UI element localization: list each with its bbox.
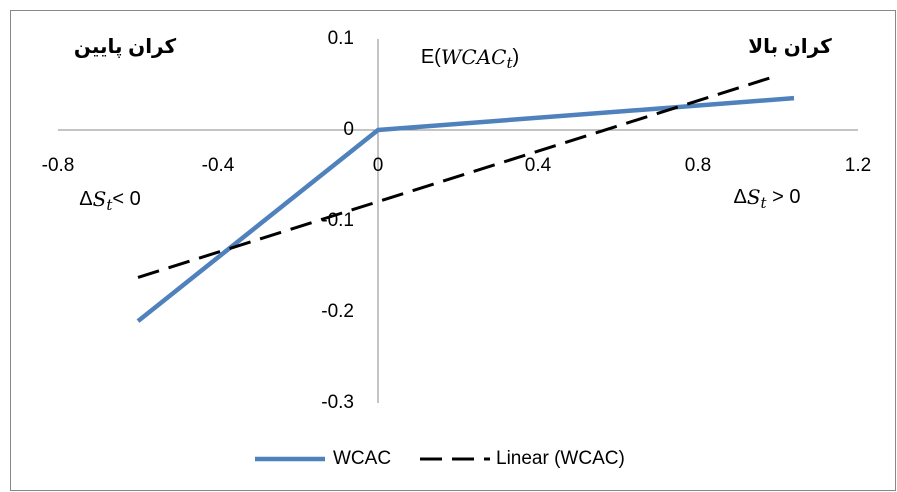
annotation-part: Δ bbox=[733, 186, 746, 208]
legend-label: Linear (WCAC) bbox=[496, 448, 625, 469]
x-tick-label: -0.4 bbox=[202, 155, 235, 176]
x-tick-label: 0 bbox=[373, 155, 384, 176]
y-tick-label: -0.1 bbox=[321, 210, 354, 231]
annotation: ΔSt > 0 bbox=[733, 185, 800, 213]
chart-frame bbox=[10, 10, 896, 491]
annotation: کران پایین bbox=[74, 36, 177, 59]
annotation-part: کران بالا bbox=[748, 36, 832, 58]
y-tick-label: -0.2 bbox=[321, 301, 354, 322]
series-line bbox=[136, 95, 795, 323]
annotation: E(WCACt) bbox=[421, 45, 519, 73]
annotation-part: t bbox=[761, 194, 768, 212]
y-tick-label: -0.3 bbox=[321, 392, 354, 413]
x-tick-label: 0.4 bbox=[525, 155, 552, 176]
annotation: کران بالا bbox=[748, 36, 832, 58]
y-tick-label: 0.1 bbox=[328, 28, 354, 49]
annotation-part: S bbox=[747, 185, 761, 209]
annotation-part: کران پایین bbox=[74, 36, 177, 59]
x-tick-label: 0.8 bbox=[685, 155, 711, 176]
annotation-part: t bbox=[106, 196, 113, 214]
annotation-part: E( bbox=[421, 46, 441, 68]
annotation-part: WCAC bbox=[441, 45, 507, 69]
y-tick-label: 0 bbox=[343, 119, 354, 140]
legend-label: WCAC bbox=[333, 448, 391, 469]
annotation-part: < 0 bbox=[112, 188, 140, 210]
x-tick-label: 1.2 bbox=[845, 155, 871, 176]
annotation: ΔSt< 0 bbox=[79, 187, 140, 215]
annotation-part: S bbox=[93, 187, 107, 211]
annotation-part: ) bbox=[512, 46, 519, 68]
x-tick-label: -0.8 bbox=[42, 155, 75, 176]
annotation-part: > 0 bbox=[767, 186, 801, 208]
trend-line bbox=[137, 73, 779, 279]
annotation-part: t bbox=[506, 54, 513, 72]
annotation-part: Δ bbox=[79, 188, 92, 210]
